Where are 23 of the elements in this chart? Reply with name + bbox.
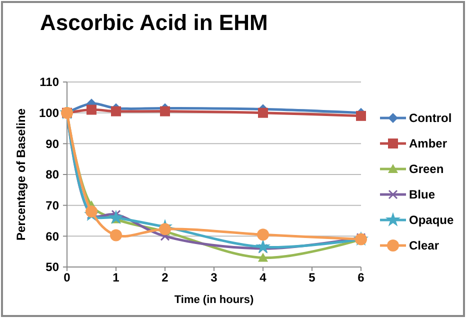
x-tick-label: 1 <box>112 270 120 285</box>
y-tick-label: 80 <box>46 168 60 182</box>
y-tick-label: 110 <box>40 75 60 90</box>
legend-label: Blue <box>409 188 436 202</box>
y-tick-label: 100 <box>38 106 60 120</box>
x-tick-label: 6 <box>358 270 365 285</box>
x-tick-label: 3 <box>210 270 218 285</box>
legend-label: Clear <box>409 238 440 253</box>
legend-label: Amber <box>409 136 448 151</box>
x-tick-label: 5 <box>308 270 316 285</box>
legend-label: Green <box>409 162 444 176</box>
y-axis-title: Percentage of Baseline <box>14 108 28 241</box>
legend-label: Control <box>409 111 452 126</box>
y-tick-label: 90 <box>46 136 60 151</box>
legend-label: Opaque <box>409 213 454 228</box>
x-tick-label: 2 <box>162 270 169 285</box>
y-tick-label: 50 <box>46 260 60 274</box>
y-tick-label: 70 <box>46 198 60 213</box>
x-tick-label: 4 <box>260 270 267 285</box>
chart-title: Ascorbic Acid in EHM <box>40 10 268 35</box>
y-tick-label: 60 <box>46 229 60 244</box>
x-tick-label: 0 <box>64 270 71 285</box>
x-axis-title: Time (in hours) <box>174 294 254 306</box>
